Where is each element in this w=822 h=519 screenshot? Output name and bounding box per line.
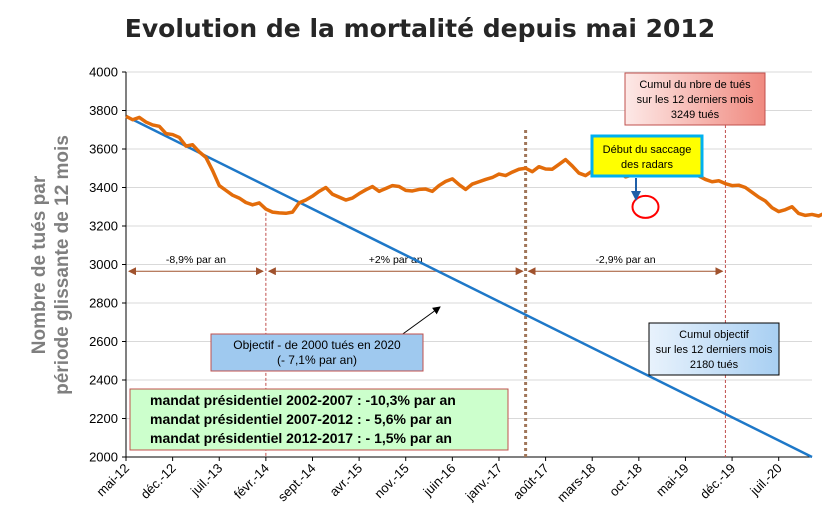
cumul-box-line1: Cumul du nbre de tués	[639, 79, 751, 91]
x-tick-label: mars-18	[554, 461, 598, 505]
x-tick-label: mai-12	[93, 461, 132, 500]
cumul-objectif-line2: sur les 12 derniers mois	[656, 344, 773, 356]
y-tick-label: 2000	[89, 450, 118, 465]
actual-series-line	[125, 114, 822, 218]
cumul-box-line3: 3249 tués	[671, 109, 720, 121]
x-tick-label: déc.-19	[697, 461, 738, 502]
x-tick-label: avr.-15	[327, 461, 366, 500]
y-axis-label-line2: période glissante de 12 mois	[52, 135, 73, 395]
x-tick-label: nov.-15	[371, 461, 412, 502]
cumul-box-line2: sur les 12 derniers mois	[637, 94, 754, 106]
y-axis-label-line1: Nombre de tués par	[29, 175, 50, 354]
objective-series-line	[125, 115, 813, 459]
y-tick-label: 3800	[89, 103, 118, 118]
x-tick-label: sept.-14	[275, 461, 319, 505]
y-tick-label: 4000	[89, 65, 118, 80]
saccage-box-line1: Début du saccage	[603, 144, 692, 156]
x-tick-label: mai-19	[653, 461, 692, 500]
cumul-objectif-line1: Cumul objectif	[679, 329, 750, 341]
y-tick-label: 3200	[89, 219, 118, 234]
x-tick-label: juin-16	[420, 461, 459, 500]
mandat-box: mandat présidentiel 2002-2007 : -10,3% p…	[129, 388, 509, 451]
x-tick-label: janv.-17	[462, 461, 505, 504]
period-arrow-label: -2,9% par an	[595, 254, 655, 266]
saccage-box-line2: des radars	[621, 159, 673, 171]
objectif-box-line1: Objectif - de 2000 tués en 2020	[233, 338, 401, 352]
x-tick-label: déc.-12	[137, 461, 178, 502]
y-tick-label: 2800	[89, 296, 118, 311]
y-tick-label: 2200	[89, 411, 118, 426]
objectif-box-line2: (- 7,1% par an)	[277, 353, 357, 367]
cumul-objectif-box: Cumul objectif sur les 12 derniers mois …	[648, 322, 780, 376]
x-tick-label: oct.-18	[606, 461, 645, 500]
y-tick-label: 2400	[89, 373, 118, 388]
y-tick-label: 3600	[89, 142, 118, 157]
period-arrows: -8,9% par an +2% par an -2,9% par an	[128, 254, 724, 276]
y-ticks: 2000 2200 2400 2600 2800 3000 3200 3400 3600 3800…	[89, 65, 126, 465]
mandat-line3: mandat présidentiel 2012-2017 : - 1,5% p…	[150, 430, 452, 446]
saccage-box: Début du saccage des radars	[590, 134, 704, 201]
cumul-objectif-line3: 2180 tués	[690, 359, 739, 371]
y-tick-label: 2600	[89, 334, 118, 349]
y-tick-label: 3400	[89, 180, 118, 195]
objectif-arrow	[399, 306, 441, 337]
x-tick-label: juil.-20	[746, 461, 784, 499]
cumul-box: Cumul du nbre de tués sur les 12 dernier…	[624, 72, 766, 126]
period-arrow-label: -8,9% par an	[166, 254, 226, 266]
x-tick-label: févr.-14	[231, 461, 272, 502]
mandat-line1: mandat présidentiel 2002-2007 : -10,3% p…	[150, 392, 456, 408]
chart-title: Evolution de la mortalité depuis mai 201…	[125, 14, 715, 43]
x-ticks: mai-12 déc.-12 juil.-13 févr.-14 sept.-14 avr…	[93, 457, 785, 505]
x-tick-label: juil.-13	[187, 461, 225, 499]
objectif-box: Objectif - de 2000 tués en 2020 (- 7,1% …	[210, 306, 441, 372]
x-tick-label: août-17	[510, 461, 552, 503]
mandat-line2: mandat présidentiel 2007-2012 : - 5,6% p…	[150, 411, 452, 427]
radar-highlight-circle	[631, 194, 660, 219]
y-tick-label: 3000	[89, 257, 118, 272]
